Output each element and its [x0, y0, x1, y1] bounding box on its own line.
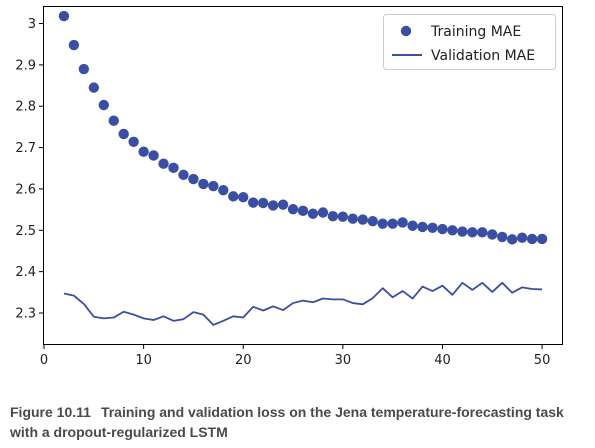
y-tick-label: 2.8 [15, 100, 36, 115]
training-mae-point [148, 150, 159, 161]
training-mae-point [88, 82, 100, 93]
figure-number: Figure 10.11 [10, 404, 91, 420]
training-mae-point [407, 220, 418, 231]
validation-mae-line [63, 281, 543, 326]
training-mae-point [257, 197, 269, 209]
training-mae-point [457, 226, 468, 237]
legend: Training MAE Validation MAE [383, 14, 556, 70]
training-mae-point [337, 211, 349, 222]
training-mae-point [277, 199, 289, 210]
training-mae-point [357, 214, 368, 225]
training-mae-point [397, 217, 408, 228]
caption-text: Training and validation loss on the Jena… [10, 404, 564, 440]
x-tick-label: 10 [135, 353, 152, 368]
training-mae-point [536, 233, 548, 245]
y-tick-label: 2.6 [15, 182, 36, 197]
y-tick-label: 3 [28, 17, 36, 32]
x-tick-label: 0 [40, 353, 48, 368]
training-mae-point [487, 229, 498, 240]
training-mae-point [347, 213, 359, 224]
training-mae-point [297, 205, 309, 217]
figure-caption: Figure 10.11 Training and validation loss… [10, 402, 588, 442]
training-mae-point [307, 208, 319, 219]
training-mae-point [267, 200, 279, 211]
training-mae-point [108, 115, 119, 126]
training-mae-point [387, 218, 398, 229]
chart: 0 10 20 30 40 50 2.3 2.4 2.5 2.6 2.7 2.8 2.9 3 Train… [15, 6, 563, 368]
y-tick-label: 2.7 [15, 141, 36, 156]
training-mae-point [78, 63, 90, 75]
x-axis: 0 10 20 30 40 50 [40, 344, 550, 368]
y-axis: 2.3 2.4 2.5 2.6 2.7 2.8 2.9 3 [15, 17, 44, 321]
y-tick-label: 2.4 [15, 265, 36, 280]
training-mae-point [58, 10, 70, 22]
training-mae-point [377, 218, 388, 229]
x-tick-label: 50 [534, 353, 551, 368]
training-mae-point [526, 233, 538, 245]
legend-marker-training [400, 25, 412, 37]
training-mae-point [98, 99, 109, 111]
training-mae-point [228, 191, 239, 202]
training-mae-point [506, 234, 518, 245]
training-mae-point [437, 223, 448, 235]
training-mae-point [168, 162, 179, 174]
training-mae-point [218, 184, 229, 196]
training-mae-point [128, 136, 139, 147]
training-mae-point [497, 231, 508, 243]
training-mae-point [198, 178, 209, 190]
y-tick-label: 2.3 [15, 306, 36, 321]
legend-box [383, 14, 556, 70]
training-mae-point [427, 222, 438, 234]
x-tick-label: 20 [235, 353, 252, 368]
training-mae-point [238, 192, 249, 203]
training-mae-point [447, 225, 458, 236]
y-tick-label: 2.5 [15, 224, 36, 239]
training-mae-point [367, 215, 378, 227]
series-layer [58, 10, 548, 326]
training-mae-point [188, 173, 199, 185]
y-tick-label: 2.9 [15, 58, 36, 73]
training-mae-point [417, 221, 428, 233]
training-mae-point [467, 227, 478, 238]
training-mae-point [317, 207, 329, 218]
training-mae-point [516, 232, 528, 243]
training-mae-point [118, 128, 129, 140]
training-mae-point [138, 146, 149, 157]
training-mae-point [247, 197, 259, 208]
training-mae-point [158, 158, 169, 169]
legend-label-validation: Validation MAE [431, 48, 535, 64]
legend-label-training: Training MAE [430, 24, 521, 40]
training-mae-point [178, 169, 189, 181]
training-mae-point [287, 204, 299, 215]
x-tick-label: 40 [434, 353, 451, 368]
x-tick-label: 30 [335, 353, 352, 368]
training-mae-point [68, 39, 80, 51]
training-mae-point [477, 227, 488, 238]
training-mae-point [327, 211, 339, 222]
training-mae-point [208, 180, 219, 192]
